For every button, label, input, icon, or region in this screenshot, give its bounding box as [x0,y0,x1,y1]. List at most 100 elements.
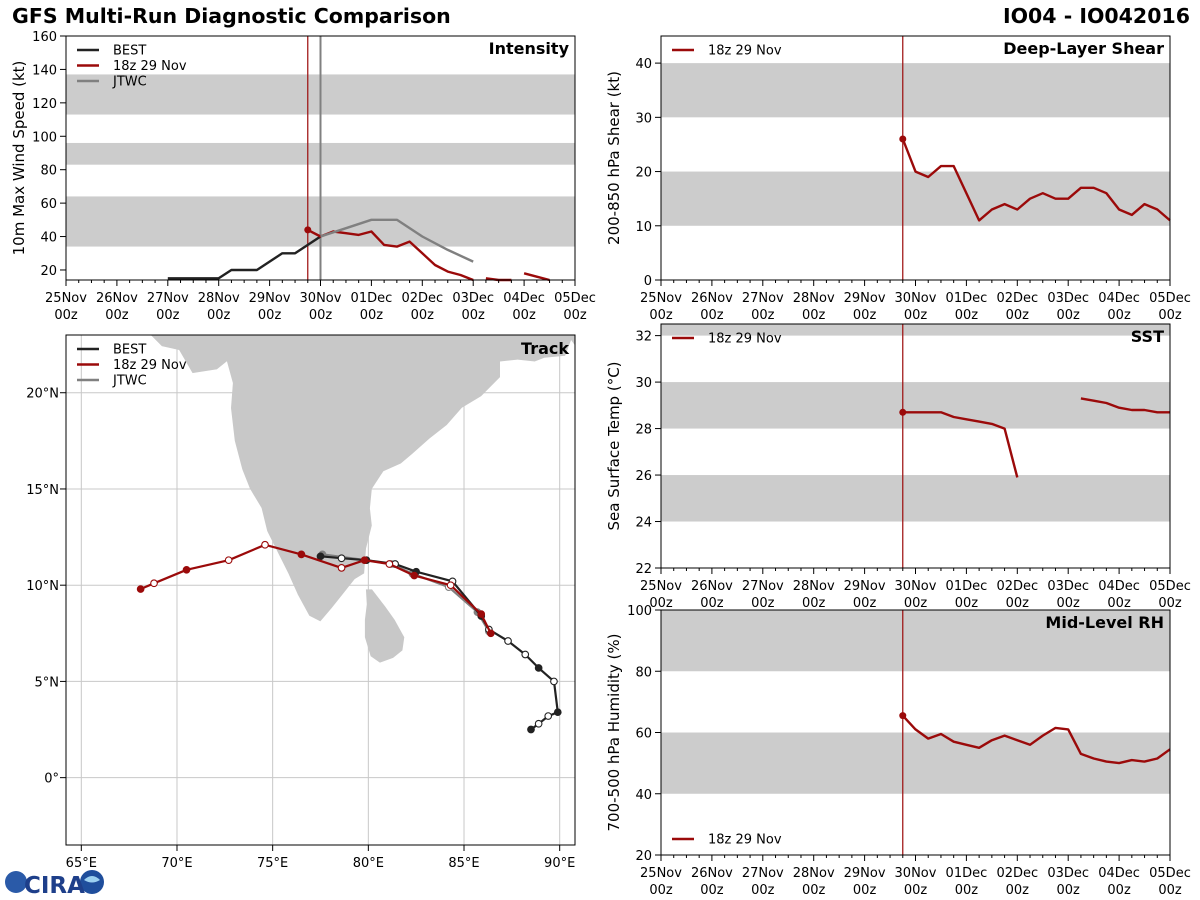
track-xtick-label: 65°E [66,856,97,871]
sst-xtick-label: 00z [853,596,877,611]
sst-ytick-label: 32 [635,330,652,345]
shear-xtick-label: 05Dec [1149,291,1191,306]
sst-band [661,475,1170,522]
track-point-18z-29-nov [136,585,145,593]
track-point-18z-29-nov [182,565,191,574]
intensity-xtick-label: 00z [105,308,129,323]
logo-text: CIRA [24,873,85,899]
shear-band [661,63,1170,118]
intensity-ytick-label: 120 [32,97,57,112]
rh-series-18z-29-nov [901,714,1171,765]
track-title: Track [521,339,569,358]
track-ytick-label: 20°N [26,387,59,402]
rh-xtick-label: 26Nov [691,866,733,881]
shear-band [661,171,1170,226]
track-point-18z-29-nov [150,579,158,588]
sst-xtick-label: 29Nov [844,579,886,594]
sst-xtick-label: 00z [904,596,928,611]
sst-xtick-label: 30Nov [895,579,937,594]
track-point-18z-29-nov [446,581,455,590]
intensity-xtick-label: 00z [563,308,587,323]
shear-xtick-label: 03Dec [1047,291,1089,306]
rh-xtick-label: 00z [904,883,928,898]
track-point-best [544,712,553,720]
sst-xtick-label: 00z [955,596,979,611]
sst-xtick-label: 27Nov [742,579,784,594]
rh-xtick-label: 30Nov [895,866,937,881]
sst-xtick-label: 00z [1107,596,1131,611]
intensity-xtick-label: 00z [207,308,231,323]
sst-ytick-label: 28 [635,423,652,438]
sst-xtick-label: 04Dec [1098,579,1140,594]
intensity-panel: 20 40 60 80 100 120 140 160 25Nov 00z 26Nov 00z 27No… [10,30,596,323]
track-xtick-label: 85°E [448,856,479,871]
intensity-legend-label: JTWC [112,75,147,90]
rh-band [661,610,1170,672]
rh-ytick-label: 100 [627,604,652,619]
shear-xtick-label: 29Nov [844,291,886,306]
intensity-ytick-label: 100 [32,130,57,145]
intensity-xtick-label: 05Dec [554,291,596,306]
intensity-xtick-label: 00z [156,308,180,323]
sst-xtick-label: 28Nov [793,579,835,594]
logo-swirl [84,876,100,883]
shear-xtick-label: 00z [1107,308,1131,323]
shear-ylabel: 200-850 hPa Shear (kt) [605,71,623,245]
sst-xtick-label: 00z [802,596,826,611]
intensity-ytick-label: 60 [40,197,57,212]
track-point-best [553,708,562,717]
sst-title: SST [1131,327,1164,346]
sst-xtick-label: 00z [649,596,673,611]
sst-ytick-label: 22 [635,562,652,577]
rh-xtick-label: 01Dec [946,866,988,881]
intensity-xtick-label: 25Nov [45,291,87,306]
shear-xtick-label: 26Nov [691,291,733,306]
track-point-18z-29-nov [337,564,346,572]
track-point-18z-29-nov [297,550,306,559]
sst-legend-label: 18z 29 Nov [708,332,782,347]
shear-xtick-label: 02Dec [996,291,1038,306]
rh-xtick-label: 04Dec [1098,866,1140,881]
sst-band [661,382,1170,429]
shear-ytick-label: 10 [635,220,652,235]
sst-xtick-label: 00z [1158,596,1182,611]
rh-title: Mid-Level RH [1045,613,1164,632]
sst-ytick-label: 26 [635,469,652,484]
rh-ytick-label: 60 [635,727,652,742]
track-point-18z-29-nov [477,610,486,618]
rh-ytick-label: 20 [635,849,652,864]
intensity-xtick-label: 00z [411,308,435,323]
intensity-xtick-label: 04Dec [503,291,545,306]
cira-logo: CIRA [5,870,104,899]
sst-band [661,324,1170,336]
shear-xtick-label: 00z [649,308,673,323]
shear-xtick-label: 00z [853,308,877,323]
storm-id: IO04 - IO042016 [1002,4,1190,28]
sst-xtick-label: 00z [700,596,724,611]
track-legend-label: JTWC [112,374,147,389]
rh-xtick-label: 05Dec [1149,866,1191,881]
track-legend-label: 18z 29 Nov [113,358,187,373]
rh-band [661,732,1170,794]
shear-xtick-label: 28Nov [793,291,835,306]
sst-ytick-label: 30 [635,376,652,391]
track-point-best [534,664,543,672]
rh-xtick-label: 02Dec [996,866,1038,881]
track-map-area [66,335,575,845]
sst-ylabel: Sea Surface Temp (°C) [605,361,623,530]
intensity-xtick-label: 28Nov [198,291,240,306]
rh-ytick-label: 80 [635,665,652,680]
track-legend-label: BEST [113,343,146,358]
sst-frame [660,323,1171,569]
intensity-xtick-label: 26Nov [96,291,138,306]
sst-xtick-label: 05Dec [1149,579,1191,594]
sst-xtick-label: 00z [751,596,775,611]
track-point-best [316,552,325,561]
shear-xtick-label: 04Dec [1098,291,1140,306]
sst-xtick-label: 26Nov [691,579,733,594]
shear-init-point [899,135,907,143]
intensity-xtick-label: 00z [258,308,282,323]
rh-xtick-label: 00z [700,883,724,898]
sst-ytick-label: 24 [635,516,652,531]
